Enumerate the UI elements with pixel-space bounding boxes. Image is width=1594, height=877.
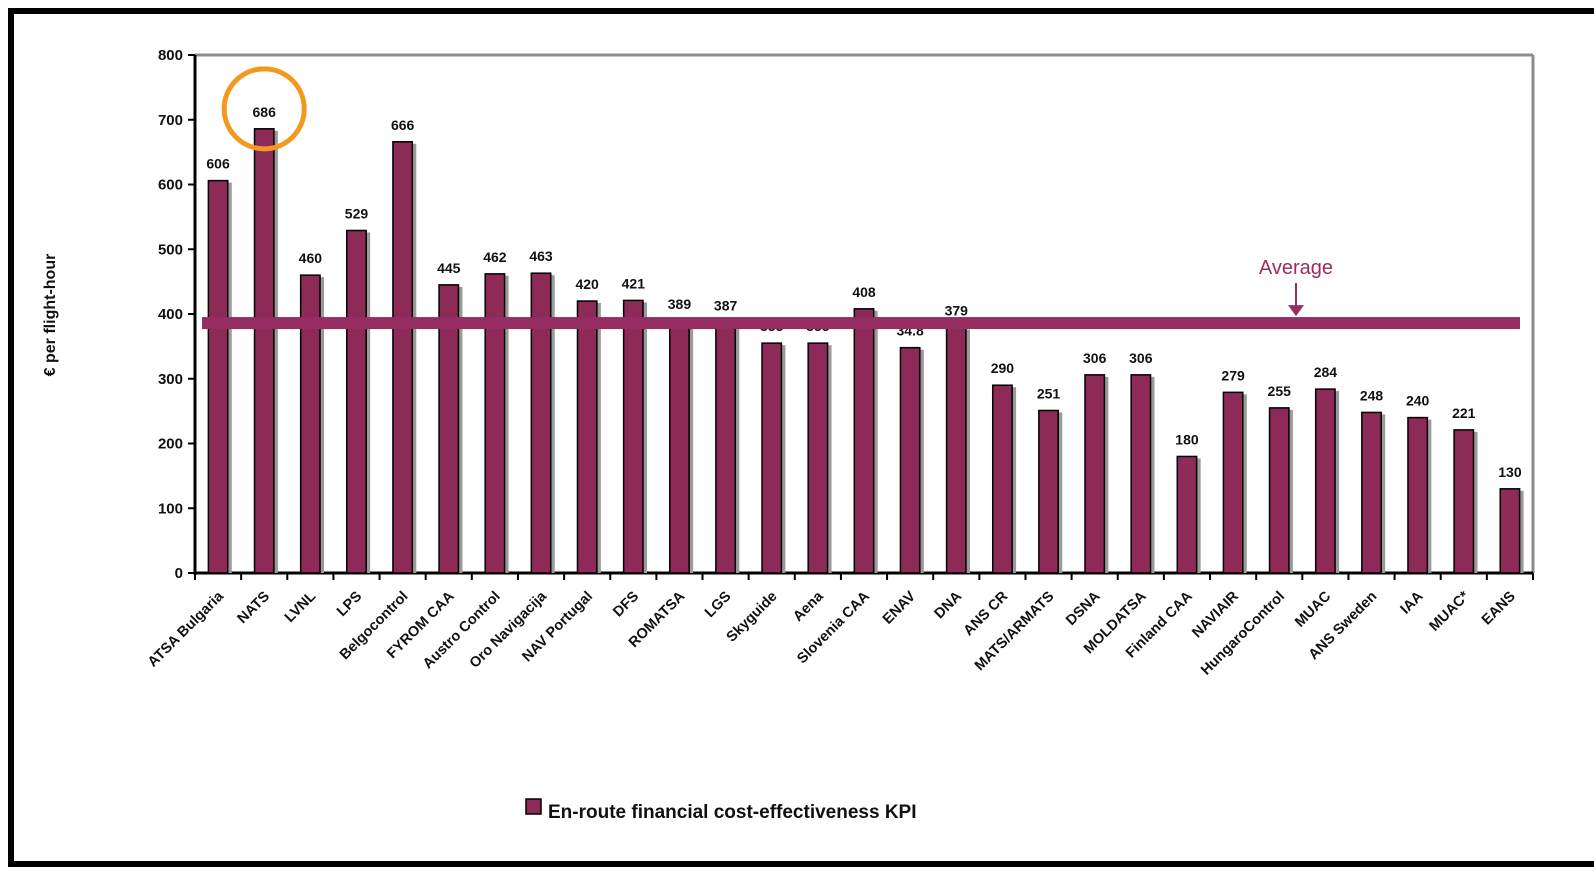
data-label: 221 — [1452, 405, 1476, 421]
data-label: 248 — [1360, 387, 1384, 403]
bar — [346, 229, 367, 574]
bar — [761, 342, 783, 574]
data-label: 251 — [1037, 385, 1061, 401]
data-label: 387 — [714, 297, 738, 313]
category-label: MUAC — [1292, 588, 1334, 630]
data-label: 290 — [991, 360, 1015, 376]
data-label: 306 — [1129, 350, 1153, 366]
data-label: 686 — [253, 104, 277, 120]
plot-area — [195, 53, 1535, 573]
data-label: 306 — [1083, 350, 1107, 366]
data-label: 460 — [299, 250, 323, 266]
y-tick-label: 400 — [158, 306, 183, 323]
data-label: 462 — [483, 249, 507, 265]
y-axis: 0 100 200 300 400 500 600 700 800 — [158, 47, 197, 582]
data-label: 255 — [1268, 383, 1292, 399]
data-labels: 6066864605296664454624634204213893873553… — [206, 104, 1521, 480]
data-label: 180 — [1175, 431, 1199, 447]
data-label: 408 — [852, 284, 876, 300]
bar — [669, 320, 690, 574]
legend-label: En-route financial cost-effectiveness KP… — [548, 802, 917, 823]
data-label: 463 — [529, 248, 553, 264]
category-label: LPS — [334, 588, 365, 619]
data-label: 529 — [345, 205, 369, 221]
bar — [1361, 411, 1382, 574]
bar — [299, 274, 321, 574]
bar — [1222, 391, 1244, 574]
y-tick-label: 700 — [158, 112, 183, 129]
y-tick-label: 0 — [175, 565, 183, 582]
bar — [1176, 455, 1198, 574]
category-label: MATS/ARMATS — [972, 588, 1058, 674]
data-label: 666 — [391, 117, 415, 133]
category-label: ENAV — [880, 588, 919, 627]
bar — [253, 128, 275, 574]
y-tick-label: 300 — [158, 371, 183, 388]
average-line — [202, 317, 1520, 330]
data-label: 606 — [206, 156, 230, 172]
y-tick-label: 800 — [158, 47, 183, 64]
y-axis-label: € per flight-hour — [42, 254, 59, 377]
bar — [1499, 488, 1521, 574]
bar — [853, 308, 875, 574]
legend: En-route financial cost-effectiveness KP… — [525, 798, 917, 823]
bar — [807, 342, 829, 574]
highlight-group — [221, 66, 307, 152]
category-label: HungaroControl — [1198, 589, 1288, 679]
data-label: 279 — [1221, 367, 1245, 383]
data-label: 379 — [945, 303, 969, 319]
bar — [991, 384, 1013, 574]
data-label: 445 — [437, 260, 461, 276]
legend-swatch — [525, 798, 542, 815]
bar — [899, 346, 921, 574]
y-tick-label: 200 — [158, 436, 183, 453]
highlight-circle — [221, 66, 307, 152]
average-line-group: Average — [202, 257, 1520, 330]
bar — [1407, 416, 1429, 574]
data-label: 420 — [575, 276, 599, 292]
category-label: ATSA Bulgaria — [145, 588, 228, 671]
bar — [1453, 429, 1475, 574]
bar — [1084, 374, 1106, 574]
category-label: MUAC* — [1427, 588, 1473, 634]
bar — [530, 272, 552, 574]
bar — [622, 299, 644, 574]
bar — [1038, 409, 1059, 574]
category-label: EANS — [1479, 588, 1519, 628]
data-label: 240 — [1406, 393, 1430, 409]
category-label: DNA — [932, 588, 966, 622]
bar — [715, 321, 737, 574]
category-label: LGS — [702, 588, 735, 621]
bar — [438, 284, 460, 574]
bar — [576, 300, 598, 574]
data-label: 130 — [1498, 464, 1522, 480]
x-axis — [194, 571, 1534, 580]
data-label: 284 — [1314, 364, 1338, 380]
bar — [207, 179, 229, 574]
bar — [1314, 388, 1336, 574]
average-arrow-head — [1288, 305, 1304, 317]
category-label: NATS — [235, 588, 274, 627]
average-label: Average — [1259, 257, 1333, 279]
category-label: Aena — [790, 588, 827, 625]
data-label: 421 — [622, 275, 646, 291]
y-tick-label: 600 — [158, 177, 183, 194]
category-label: DSNA — [1063, 588, 1104, 629]
bars — [207, 128, 1524, 574]
data-label: 389 — [668, 296, 692, 312]
category-label: LVNL — [282, 588, 319, 625]
y-tick-label: 100 — [158, 500, 183, 517]
bar — [1130, 374, 1152, 574]
category-label: IAA — [1398, 588, 1427, 617]
bar — [392, 141, 414, 574]
category-label: DFS — [610, 588, 642, 620]
category-labels: ATSA Bulgaria NATS LVNL LPSBelgocontrolFYRO… — [145, 588, 1519, 679]
bar — [945, 326, 967, 574]
bar — [484, 273, 506, 574]
bar — [1268, 407, 1290, 574]
category-label: Skyguide — [724, 589, 781, 646]
y-tick-label: 500 — [158, 241, 183, 258]
